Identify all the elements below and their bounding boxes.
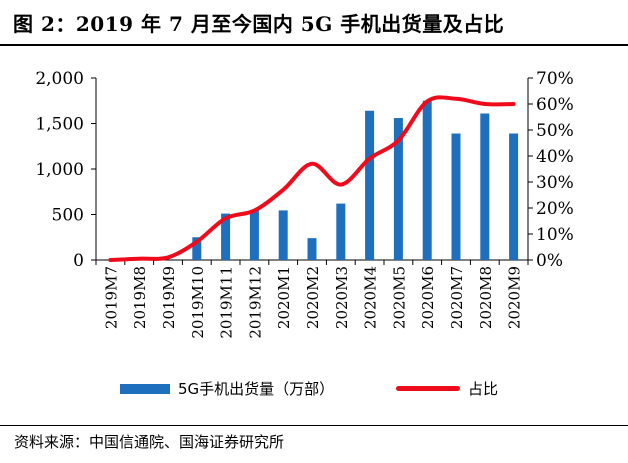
left-tick-label: 2,000 xyxy=(35,69,84,89)
x-tick-label: 2020M5 xyxy=(390,266,408,329)
right-tick-label: 70% xyxy=(536,69,574,89)
x-tick-label: 2019M10 xyxy=(189,266,207,339)
x-tick-label: 2020M3 xyxy=(333,266,351,329)
right-tick-label: 50% xyxy=(536,121,574,141)
bar-shipments xyxy=(393,118,403,260)
legend-label-share: 占比 xyxy=(468,380,499,398)
bar-shipments xyxy=(422,100,432,260)
bar-shipments xyxy=(509,133,519,260)
x-tick-label: 2019M11 xyxy=(218,266,236,339)
x-tick-label: 2019M9 xyxy=(160,266,178,329)
legend-bar-swatch xyxy=(120,383,170,394)
right-tick-label: 0% xyxy=(536,251,563,271)
figure-title: 图 2：2019 年 7 月至今国内 5G 手机出货量及占比 xyxy=(13,12,505,36)
x-tick-label: 2019M8 xyxy=(131,266,149,329)
combo-chart: 0 500 1,000 1,500 2,000 0% 10% 20% 30% 40% 50% 60% 7… xyxy=(35,69,574,339)
x-tick-label: 2020M2 xyxy=(304,266,322,329)
top-rule xyxy=(0,44,628,46)
left-tick-label: 500 xyxy=(52,206,84,226)
right-tick-label: 30% xyxy=(536,173,574,193)
left-tick-label: 0 xyxy=(73,251,84,271)
bar-shipments xyxy=(336,203,346,260)
right-tick-label: 20% xyxy=(536,199,574,219)
left-tick-label: 1,500 xyxy=(35,115,84,135)
bar-shipments xyxy=(307,238,317,260)
left-tick-label: 1,000 xyxy=(35,160,84,180)
bar-shipments xyxy=(249,210,259,260)
bar-shipments xyxy=(278,210,288,260)
x-tick-label: 2020M7 xyxy=(448,266,466,329)
source-note: 资料来源：中国信通院、国海证券研究所 xyxy=(14,433,285,451)
x-tick-label: 2019M7 xyxy=(102,266,120,329)
legend-item-share: 占比 xyxy=(396,378,498,399)
bar-shipments xyxy=(480,113,490,261)
x-tick-label: 2020M8 xyxy=(477,266,495,329)
legend-item-shipments: 5G手机出货量（万部） xyxy=(120,378,334,399)
x-tick-label: 2020M6 xyxy=(419,266,437,329)
x-tick-label: 2019M12 xyxy=(246,266,264,339)
x-tick-label: 2020M9 xyxy=(506,266,524,329)
legend-line-swatch xyxy=(396,386,460,391)
legend: 5G手机出货量（万部） 占比 xyxy=(0,378,628,400)
bar-shipments xyxy=(192,237,202,260)
bar-shipments xyxy=(365,110,375,260)
legend-label-shipments: 5G手机出货量（万部） xyxy=(178,380,335,398)
x-tick-label: 2020M4 xyxy=(362,266,380,329)
bar-shipments xyxy=(451,133,461,260)
x-tick-label: 2020M1 xyxy=(275,266,293,329)
bottom-rule xyxy=(0,425,628,426)
right-tick-label: 10% xyxy=(536,225,574,245)
bar-shipments xyxy=(221,213,231,260)
right-tick-label: 60% xyxy=(536,95,574,115)
right-tick-label: 40% xyxy=(536,147,574,167)
